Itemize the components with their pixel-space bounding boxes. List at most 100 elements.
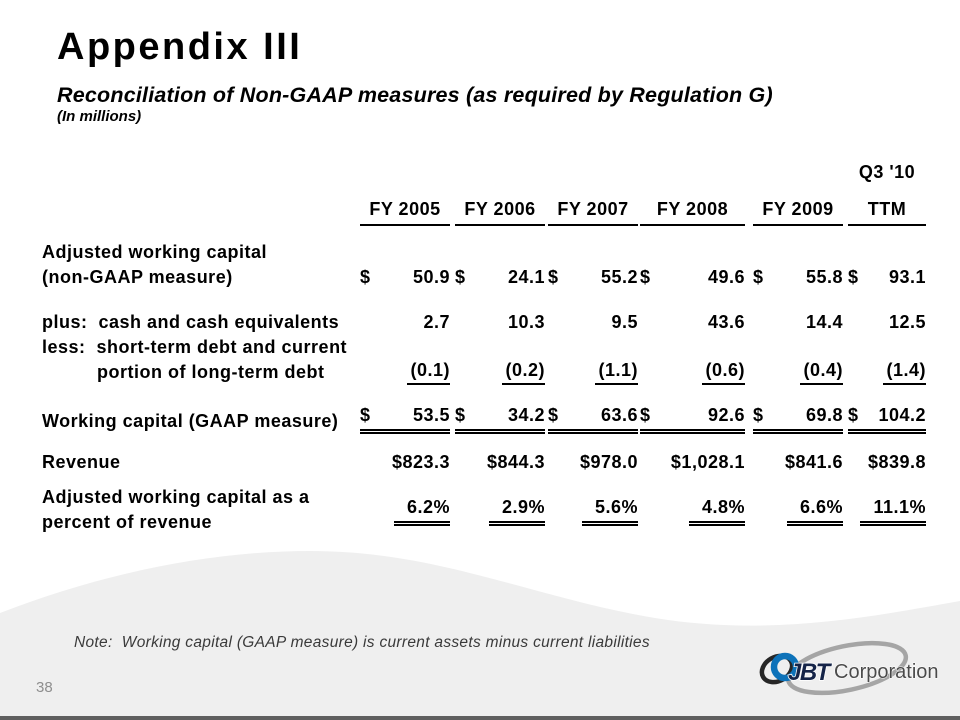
cell-value: 24.1 — [507, 267, 545, 287]
value-cell: $55.8 — [753, 265, 843, 290]
column-header: FY 2009 — [753, 197, 843, 226]
value-cell: 11.1% — [848, 495, 926, 526]
cell-value: 93.1 — [888, 267, 926, 287]
column-header: FY 2008 — [640, 197, 745, 226]
cell-value: 6.6% — [786, 495, 843, 526]
dollar-sign: $ — [360, 405, 371, 425]
cell-value: 49.6 — [707, 267, 745, 287]
row-label: Adjusted working capital as a percent of … — [42, 485, 360, 535]
cell-value: (0.1) — [407, 358, 450, 385]
logo-corporation-text: Corporation — [834, 661, 939, 683]
reconciliation-table: Q3 '10 FY 2005 FY 2006 FY 2007 FY 2008 FY 200… — [42, 162, 932, 535]
value-cell: $50.9 — [360, 265, 450, 290]
cell-value: 2.7 — [423, 312, 450, 332]
cell-value: 43.6 — [707, 312, 745, 332]
cell-value: 11.1% — [860, 495, 926, 526]
cell-value: 6.2% — [393, 495, 450, 526]
row-label: Working capital (GAAP measure) — [42, 409, 360, 434]
cell-value: 2.9% — [488, 495, 545, 526]
cell-value: 50.9 — [412, 267, 450, 287]
value-cell: 2.9% — [455, 495, 545, 526]
value-cell: 6.6% — [753, 495, 843, 526]
value-cell: $92.6 — [640, 403, 745, 434]
cell-value: (1.4) — [883, 358, 926, 385]
value-cell: $1,028.1 — [640, 450, 745, 475]
dollar-sign: $ — [360, 267, 371, 287]
dollar-sign: $ — [640, 405, 651, 425]
table-row: Working capital (GAAP measure) $53.5 $34.2… — [42, 403, 932, 434]
cell-value: (1.1) — [595, 358, 638, 385]
cell-value: 10.3 — [507, 312, 545, 332]
value-cell: 43.6 — [640, 310, 745, 335]
cell-value: 55.2 — [600, 267, 638, 287]
column-header: TTM — [848, 197, 926, 226]
value-cell: 4.8% — [640, 495, 745, 526]
value-cell: $49.6 — [640, 265, 745, 290]
dollar-sign: $ — [548, 405, 559, 425]
value-cell: $63.6 — [548, 403, 638, 434]
cell-value: 14.4 — [805, 312, 843, 332]
cell-value: 5.6% — [581, 495, 638, 526]
row-label: plus: cash and cash equivalents — [42, 310, 360, 335]
cell-value: 9.5 — [611, 312, 638, 332]
value-cell: $841.6 — [753, 450, 843, 475]
cell-value: 55.8 — [805, 267, 843, 287]
table-row: plus: cash and cash equivalents 2.7 10.3 9.… — [42, 310, 932, 335]
table-header-row: FY 2005 FY 2006 FY 2007 FY 2008 FY 2009 TTM — [42, 197, 932, 226]
value-cell: $55.2 — [548, 265, 638, 290]
value-cell: 14.4 — [753, 310, 843, 335]
cell-value: 12.5 — [888, 312, 926, 332]
value-cell: (0.6) — [640, 358, 745, 385]
table-row: Adjusted working capital (non-GAAP measur… — [42, 240, 932, 290]
value-cell: $104.2 — [848, 403, 926, 434]
cell-value: 104.2 — [878, 405, 926, 425]
logo-blue-ring-icon — [770, 652, 800, 682]
page-number: 38 — [36, 679, 53, 696]
cell-value: (0.4) — [800, 358, 843, 385]
cell-value: $1,028.1 — [670, 452, 745, 472]
dollar-sign: $ — [455, 405, 466, 425]
value-cell: (0.1) — [360, 358, 450, 385]
value-cell: (1.1) — [548, 358, 638, 385]
row-label-line: percent of revenue — [42, 512, 213, 532]
row-label-line: plus: cash and cash equivalents — [42, 312, 340, 332]
row-label: less: short-term debt and current portio… — [42, 335, 360, 385]
period-label: Q3 '10 — [858, 162, 916, 182]
units-label: (In millions) — [57, 108, 142, 125]
column-header: FY 2006 — [455, 197, 545, 226]
dollar-sign: $ — [848, 267, 859, 287]
value-cell: $978.0 — [548, 450, 638, 475]
row-label-line: Adjusted working capital — [42, 242, 268, 262]
table-row: less: short-term debt and current portio… — [42, 335, 932, 385]
cell-value: 69.8 — [805, 405, 843, 425]
cell-value: 92.6 — [707, 405, 745, 425]
cell-value: 34.2 — [507, 405, 545, 425]
column-header: FY 2007 — [548, 197, 638, 226]
value-cell: $839.8 — [848, 450, 926, 475]
column-header: FY 2005 — [360, 197, 450, 226]
dollar-sign: $ — [455, 267, 466, 287]
value-cell: $69.8 — [753, 403, 843, 434]
cell-value: $978.0 — [579, 452, 638, 472]
dollar-sign: $ — [848, 405, 859, 425]
dollar-sign: $ — [640, 267, 651, 287]
row-label-line: Working capital (GAAP measure) — [42, 411, 339, 431]
value-cell: $844.3 — [455, 450, 545, 475]
value-cell: 6.2% — [360, 495, 450, 526]
jbt-logo: JBT Corporation — [757, 638, 947, 702]
slide-bottom-edge — [0, 716, 960, 720]
dollar-sign: $ — [753, 405, 764, 425]
value-cell: $53.5 — [360, 403, 450, 434]
footnote: Note: Working capital (GAAP measure) is … — [74, 634, 650, 651]
page-title: Appendix III — [57, 26, 303, 68]
value-cell: (1.4) — [848, 358, 926, 385]
logo-jbt-text: JBT — [788, 659, 833, 686]
value-cell: $93.1 — [848, 265, 926, 290]
value-cell: 9.5 — [548, 310, 638, 335]
row-label: Adjusted working capital (non-GAAP measur… — [42, 240, 360, 290]
cell-value: 53.5 — [412, 405, 450, 425]
row-label-line: Adjusted working capital as a — [42, 487, 310, 507]
row-label-line: less: short-term debt and current — [42, 337, 348, 357]
